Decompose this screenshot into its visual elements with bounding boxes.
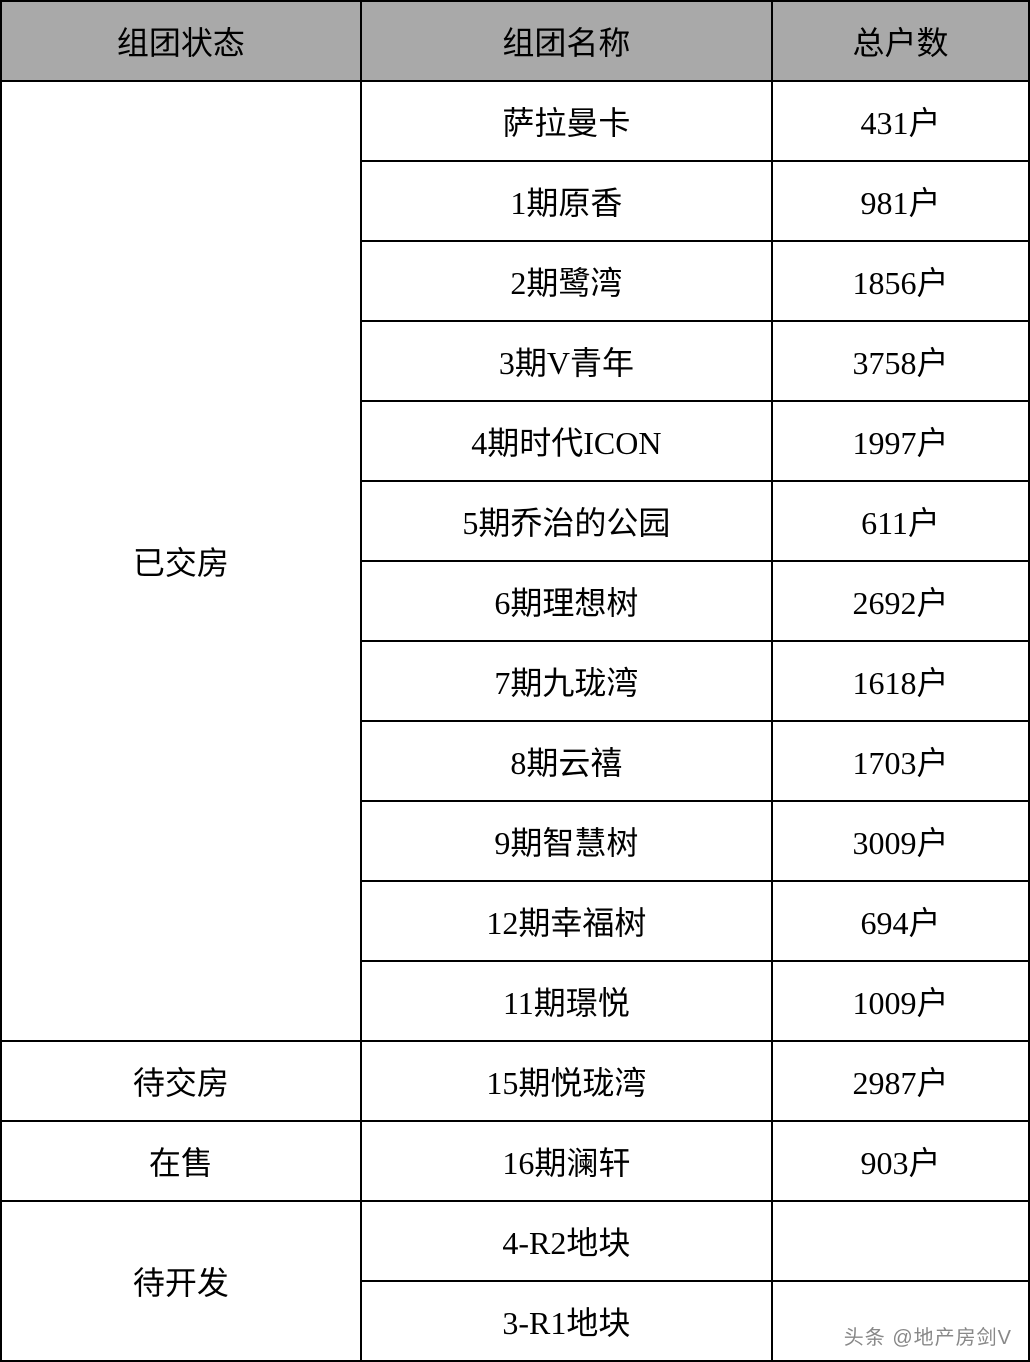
status-cell: 待开发 (1, 1201, 361, 1361)
name-cell: 6期理想树 (361, 561, 772, 641)
count-cell: 431户 (772, 81, 1029, 161)
name-cell: 8期云禧 (361, 721, 772, 801)
count-cell: 3009户 (772, 801, 1029, 881)
header-name: 组团名称 (361, 1, 772, 81)
table-body: 已交房萨拉曼卡431户1期原香981户2期鹭湾1856户3期V青年3758户4期… (1, 81, 1029, 1361)
table-row: 待开发4-R2地块 (1, 1201, 1029, 1281)
name-cell: 12期幸福树 (361, 881, 772, 961)
count-cell: 694户 (772, 881, 1029, 961)
housing-table: 组团状态 组团名称 总户数 已交房萨拉曼卡431户1期原香981户2期鹭湾185… (0, 0, 1030, 1362)
watermark: 头条 @地产房剑V (844, 1321, 1012, 1350)
name-cell: 4期时代ICON (361, 401, 772, 481)
count-cell: 2692户 (772, 561, 1029, 641)
name-cell: 11期璟悦 (361, 961, 772, 1041)
name-cell: 2期鹭湾 (361, 241, 772, 321)
count-cell (772, 1201, 1029, 1281)
table-row: 在售16期澜轩903户 (1, 1121, 1029, 1201)
name-cell: 1期原香 (361, 161, 772, 241)
count-cell: 903户 (772, 1121, 1029, 1201)
name-cell: 4-R2地块 (361, 1201, 772, 1281)
count-cell: 611户 (772, 481, 1029, 561)
table-row: 待交房15期悦珑湾2987户 (1, 1041, 1029, 1121)
count-cell: 981户 (772, 161, 1029, 241)
count-cell: 1997户 (772, 401, 1029, 481)
count-cell: 1009户 (772, 961, 1029, 1041)
name-cell: 3期V青年 (361, 321, 772, 401)
count-cell: 1703户 (772, 721, 1029, 801)
count-cell: 1856户 (772, 241, 1029, 321)
name-cell: 7期九珑湾 (361, 641, 772, 721)
name-cell: 15期悦珑湾 (361, 1041, 772, 1121)
name-cell: 9期智慧树 (361, 801, 772, 881)
table-row: 已交房萨拉曼卡431户 (1, 81, 1029, 161)
status-cell: 在售 (1, 1121, 361, 1201)
header-status: 组团状态 (1, 1, 361, 81)
status-cell: 已交房 (1, 81, 361, 1041)
count-cell: 3758户 (772, 321, 1029, 401)
status-cell: 待交房 (1, 1041, 361, 1121)
header-count: 总户数 (772, 1, 1029, 81)
count-cell: 1618户 (772, 641, 1029, 721)
table-header-row: 组团状态 组团名称 总户数 (1, 1, 1029, 81)
name-cell: 萨拉曼卡 (361, 81, 772, 161)
count-cell: 2987户 (772, 1041, 1029, 1121)
name-cell: 3-R1地块 (361, 1281, 772, 1361)
table-container: 组团状态 组团名称 总户数 已交房萨拉曼卡431户1期原香981户2期鹭湾185… (0, 0, 1030, 1362)
name-cell: 16期澜轩 (361, 1121, 772, 1201)
name-cell: 5期乔治的公园 (361, 481, 772, 561)
